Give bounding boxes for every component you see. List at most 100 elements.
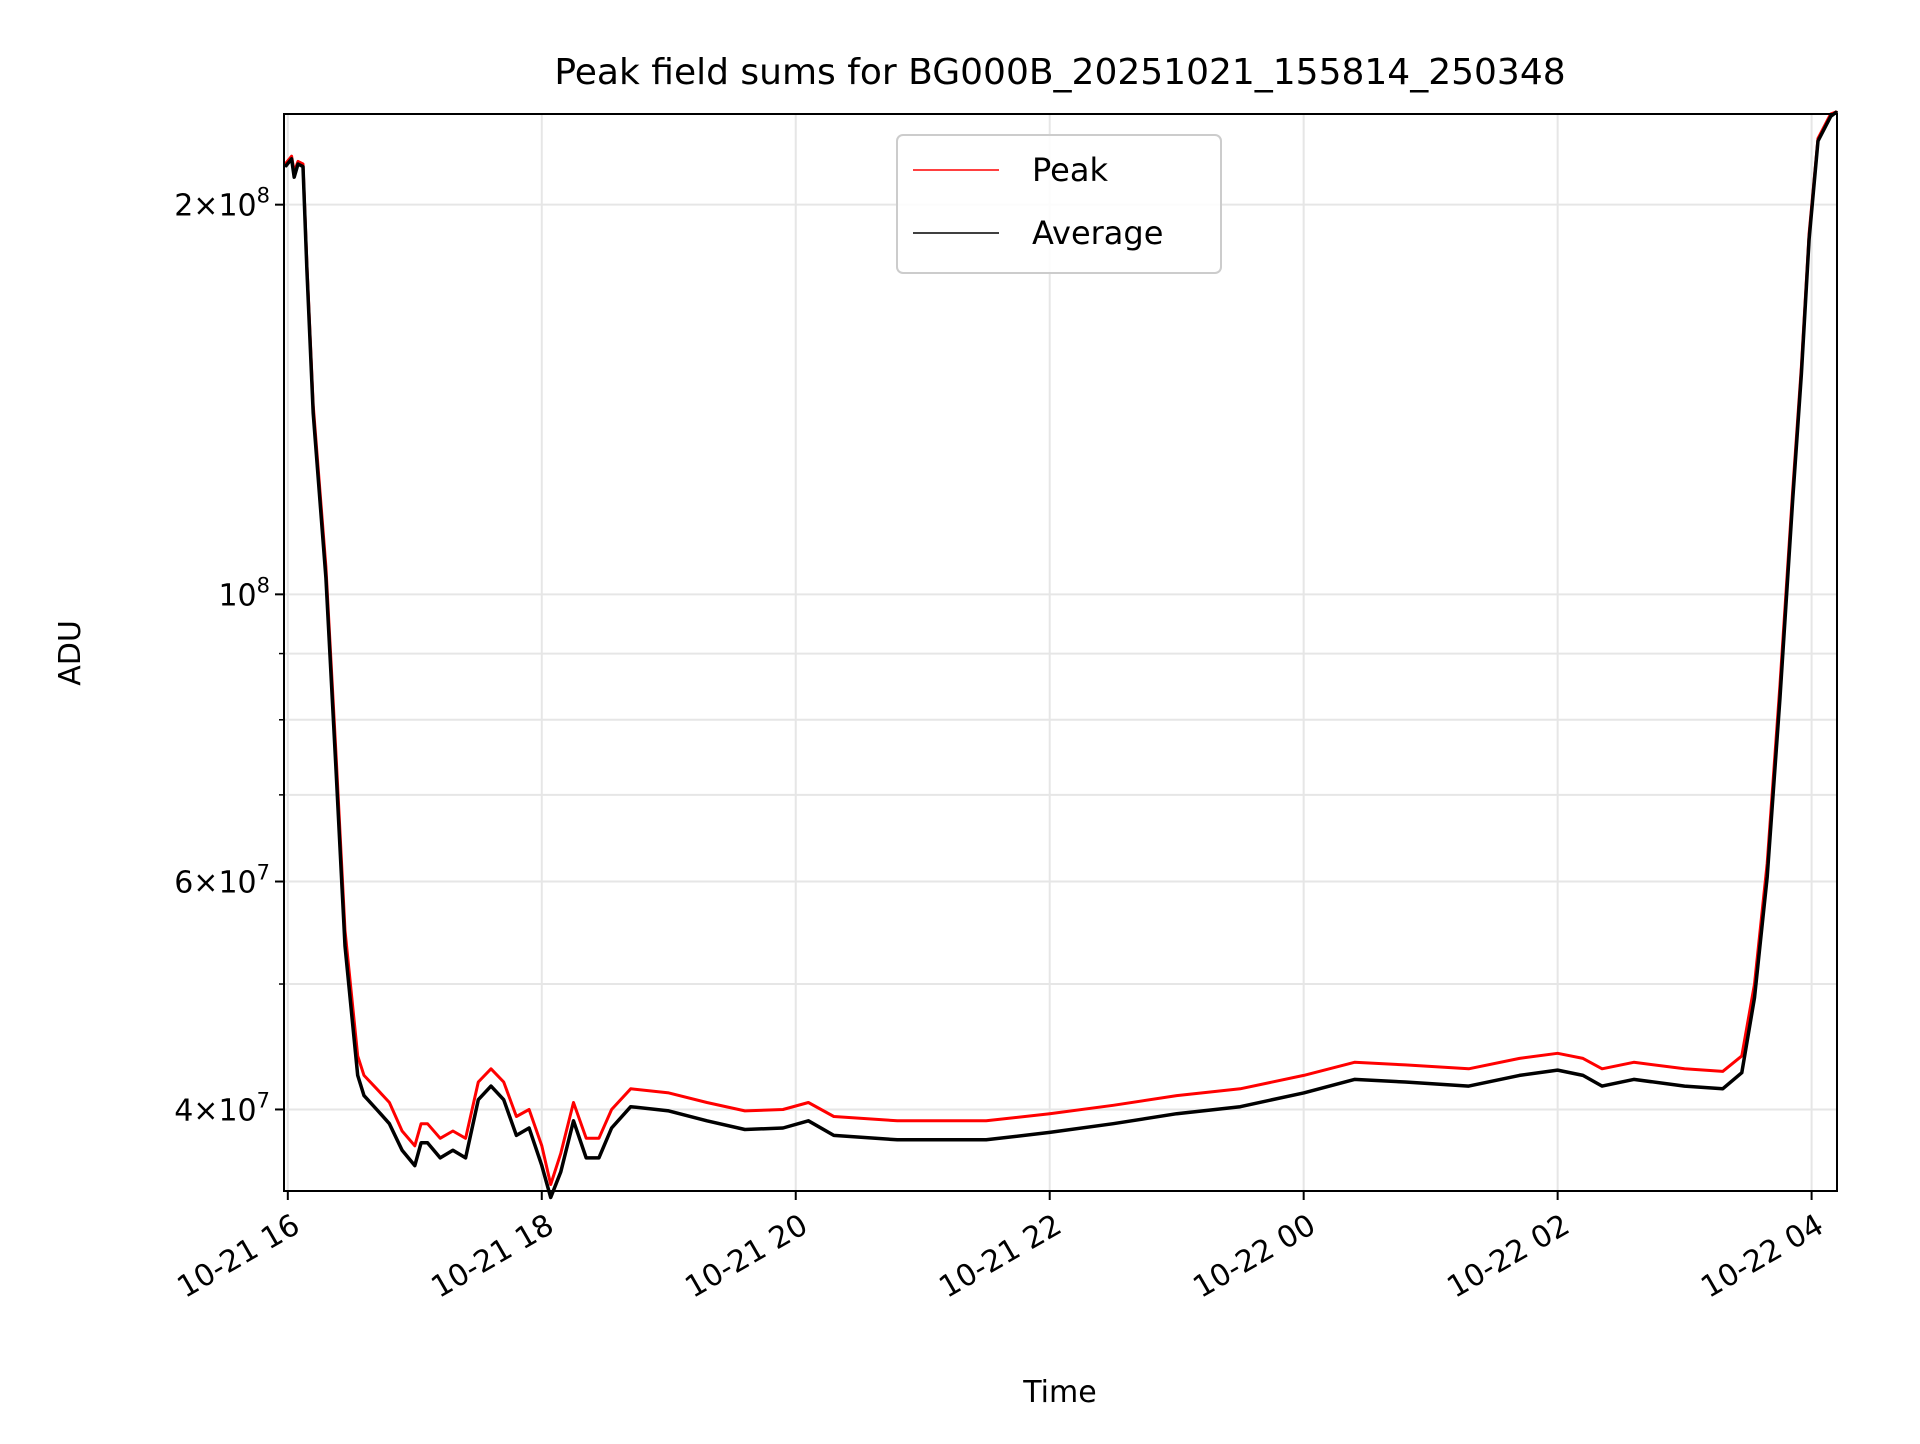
data-point-average	[1740, 1071, 1743, 1074]
data-point-peak	[439, 1137, 441, 1140]
data-point-average	[896, 1138, 899, 1141]
data-point-peak	[782, 1108, 784, 1111]
data-point-peak	[1721, 1070, 1724, 1073]
legend: Peak Average	[896, 134, 1222, 274]
data-point-peak	[1467, 1068, 1470, 1070]
data-point-average	[572, 1120, 575, 1122]
data-point-average	[1601, 1085, 1603, 1087]
data-point-average	[629, 1105, 632, 1108]
data-point-peak	[572, 1101, 575, 1104]
data-point-average	[1175, 1112, 1178, 1115]
y-tick-exponent: 8	[257, 573, 270, 597]
data-point-peak	[1048, 1112, 1051, 1115]
data-point-peak	[1518, 1057, 1521, 1060]
data-point-peak	[477, 1081, 480, 1083]
data-point-average	[560, 1171, 562, 1173]
data-point-peak	[1353, 1061, 1356, 1064]
data-point-average	[1683, 1085, 1686, 1087]
data-point-average	[585, 1157, 588, 1159]
y-tick-mantissa: 10	[218, 578, 256, 613]
data-point-average	[452, 1149, 454, 1152]
data-point-average	[807, 1120, 810, 1122]
data-point-average	[833, 1134, 835, 1137]
data-point-average	[502, 1098, 505, 1101]
data-point-average	[297, 163, 299, 165]
data-point-average	[1721, 1087, 1724, 1090]
data-point-average	[1556, 1069, 1559, 1071]
data-point-average	[1239, 1105, 1241, 1108]
data-point-average	[464, 1157, 467, 1159]
data-point-peak	[490, 1068, 492, 1070]
legend-label-peak: Peak	[1032, 151, 1108, 189]
data-point-average	[1633, 1078, 1635, 1081]
legend-label-average: Average	[1032, 214, 1163, 252]
data-point-peak	[985, 1120, 988, 1122]
data-point-average	[1467, 1085, 1470, 1087]
data-point-peak	[502, 1081, 505, 1083]
data-point-average	[302, 165, 304, 168]
chart-title: Peak field sums for BG000B_20251021_1558…	[554, 52, 1565, 93]
data-point-peak	[1302, 1074, 1305, 1077]
y-tick-label: 6×107	[174, 861, 270, 901]
data-point-average	[312, 412, 315, 415]
data-point-average	[363, 1094, 365, 1097]
data-point-peak	[1601, 1068, 1603, 1070]
data-point-peak	[375, 1087, 378, 1090]
data-point-peak	[426, 1122, 429, 1125]
data-point-average	[1048, 1131, 1051, 1134]
data-point-peak	[413, 1144, 416, 1147]
data-point-average	[426, 1141, 429, 1144]
data-point-peak	[540, 1144, 543, 1147]
data-point-average	[290, 157, 293, 160]
data-point-peak	[560, 1152, 562, 1155]
data-point-average	[1836, 110, 1838, 113]
data-point-peak	[515, 1115, 518, 1118]
data-point-average	[706, 1120, 708, 1122]
data-point-average	[439, 1157, 441, 1159]
data-point-peak	[1683, 1068, 1686, 1070]
data-point-average	[344, 945, 346, 947]
plot-frame	[283, 113, 1838, 1192]
data-point-average	[375, 1108, 378, 1111]
data-point-peak	[598, 1137, 600, 1140]
data-point-average	[1766, 876, 1768, 878]
data-point-average	[1753, 996, 1756, 999]
data-point-peak	[363, 1074, 365, 1077]
y-tick-mantissa: 2×10	[174, 189, 256, 224]
data-point-peak	[1633, 1061, 1635, 1064]
data-point-average	[477, 1098, 480, 1101]
y-tick-label: 4×107	[174, 1088, 270, 1128]
series-lines	[283, 110, 1839, 1200]
data-point-peak	[1582, 1057, 1584, 1060]
data-point-peak	[549, 1183, 552, 1186]
data-point-average	[306, 269, 308, 271]
data-point-peak	[302, 163, 304, 165]
data-point-peak	[297, 160, 299, 163]
data-point-average	[401, 1149, 403, 1152]
data-point-average	[1791, 500, 1794, 503]
data-point-peak	[401, 1130, 403, 1132]
data-point-average	[413, 1164, 416, 1167]
data-point-peak	[1740, 1055, 1743, 1057]
y-tick-mantissa: 4×10	[174, 1093, 256, 1128]
y-tick-label: 2×108	[174, 184, 270, 224]
data-point-peak	[896, 1120, 899, 1122]
data-point-average	[985, 1138, 988, 1141]
data-point-peak	[706, 1101, 708, 1104]
data-point-peak	[833, 1115, 835, 1118]
data-point-peak	[452, 1130, 454, 1132]
y-tick-mantissa: 6×10	[174, 866, 256, 901]
data-point-average	[1353, 1078, 1356, 1081]
data-point-average	[388, 1122, 391, 1125]
data-point-average	[1808, 238, 1810, 241]
y-tick-exponent: 8	[257, 184, 270, 208]
data-point-peak	[610, 1108, 613, 1111]
data-point-average	[782, 1127, 784, 1129]
data-point-average	[335, 770, 337, 773]
y-tick-exponent: 7	[257, 1088, 270, 1112]
data-point-average	[1582, 1074, 1584, 1077]
data-point-average	[598, 1157, 600, 1159]
data-point-average	[1829, 115, 1832, 118]
y-tick-exponent: 7	[257, 861, 270, 885]
data-point-peak	[585, 1137, 588, 1140]
